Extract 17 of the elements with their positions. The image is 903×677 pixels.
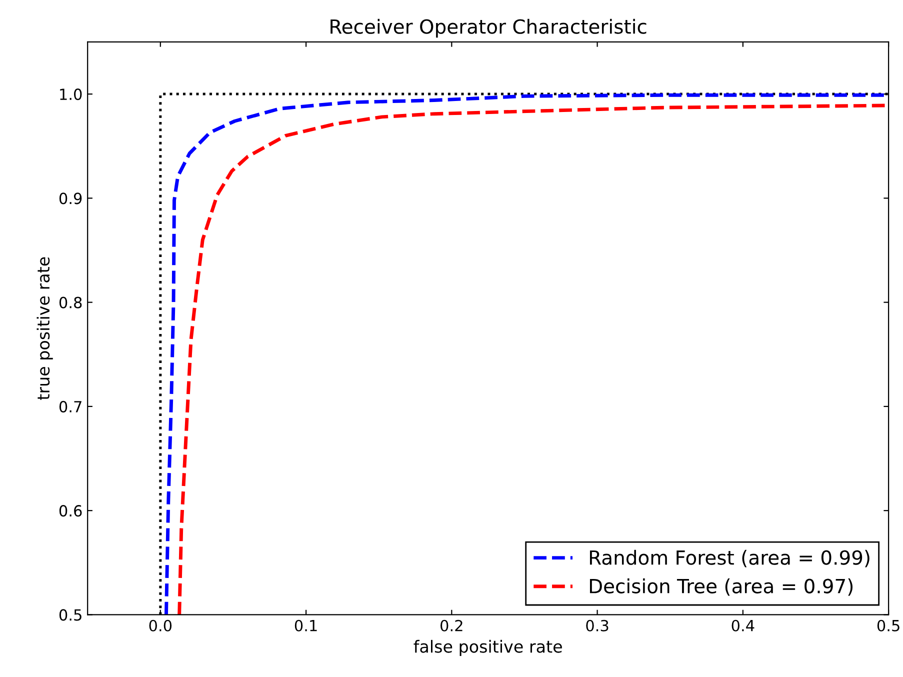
- x-tick-label: 0.2: [440, 620, 462, 632]
- x-axis-title: false positive rate: [414, 640, 562, 656]
- y-tick-label: 0.8: [59, 296, 82, 308]
- y-tick-label: 0.9: [59, 192, 82, 204]
- x-tick-label: 0.3: [586, 620, 608, 632]
- y-tick-label: 0.5: [59, 609, 82, 621]
- x-tick-label: 0.1: [294, 620, 317, 632]
- legend-label: Decision Tree (area = 0.97): [590, 578, 853, 596]
- legend-label: Random Forest (area = 0.99): [590, 550, 870, 568]
- x-tick-label: 0.0: [149, 620, 172, 632]
- y-tick-label: 1.0: [60, 88, 82, 100]
- x-tick-label: 0.5: [877, 620, 900, 632]
- x-tick-label: 0.4: [732, 620, 754, 632]
- y-axis-title: true positive rate: [36, 257, 53, 400]
- y-tick-label: 0.6: [59, 505, 82, 517]
- y-tick-label: 0.7: [59, 400, 82, 412]
- chart-title: Receiver Operator Characteristic: [330, 18, 646, 38]
